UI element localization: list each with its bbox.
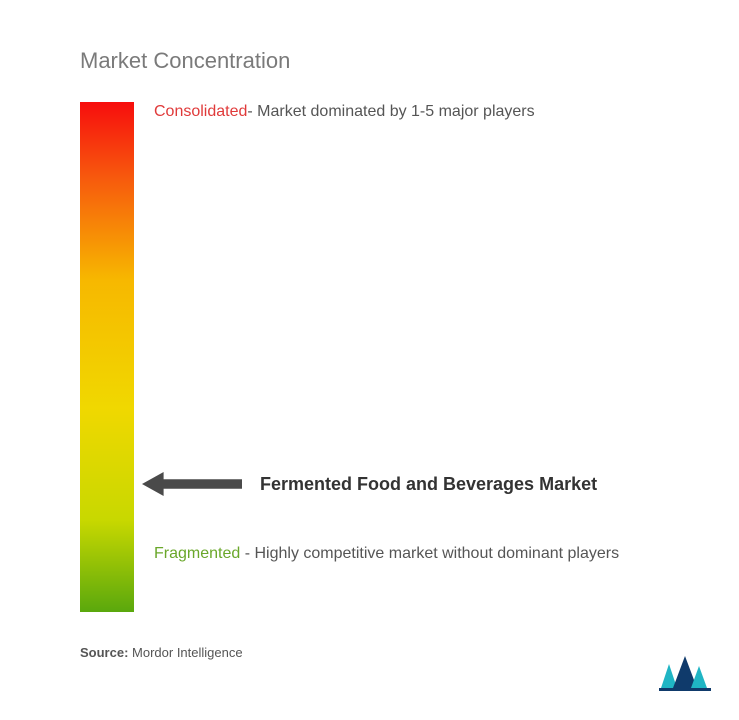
fragmented-text: - Highly competitive market without domi… (240, 545, 619, 562)
infographic-container: Market Concentration Consolidated- Marke… (0, 0, 739, 720)
page-title: Market Concentration (80, 48, 659, 74)
arrow-left-icon (142, 472, 242, 496)
consolidated-annotation: Consolidated- Market dominated by 1-5 ma… (154, 100, 535, 124)
source-value: Mordor Intelligence (132, 645, 243, 660)
fragmented-tag: Fragmented (154, 545, 240, 562)
mordor-logo-icon (659, 652, 711, 692)
chart-area: Consolidated- Market dominated by 1-5 ma… (80, 102, 659, 632)
market-marker: Fermented Food and Beverages Market (142, 472, 597, 496)
consolidated-text: - Market dominated by 1-5 major players (247, 103, 534, 120)
market-label: Fermented Food and Beverages Market (260, 474, 597, 495)
consolidated-tag: Consolidated (154, 103, 247, 120)
source-attribution: Source: Mordor Intelligence (80, 645, 243, 660)
fragmented-annotation: Fragmented - Highly competitive market w… (154, 542, 619, 566)
source-label: Source: (80, 645, 128, 660)
concentration-gradient-bar (80, 102, 134, 612)
